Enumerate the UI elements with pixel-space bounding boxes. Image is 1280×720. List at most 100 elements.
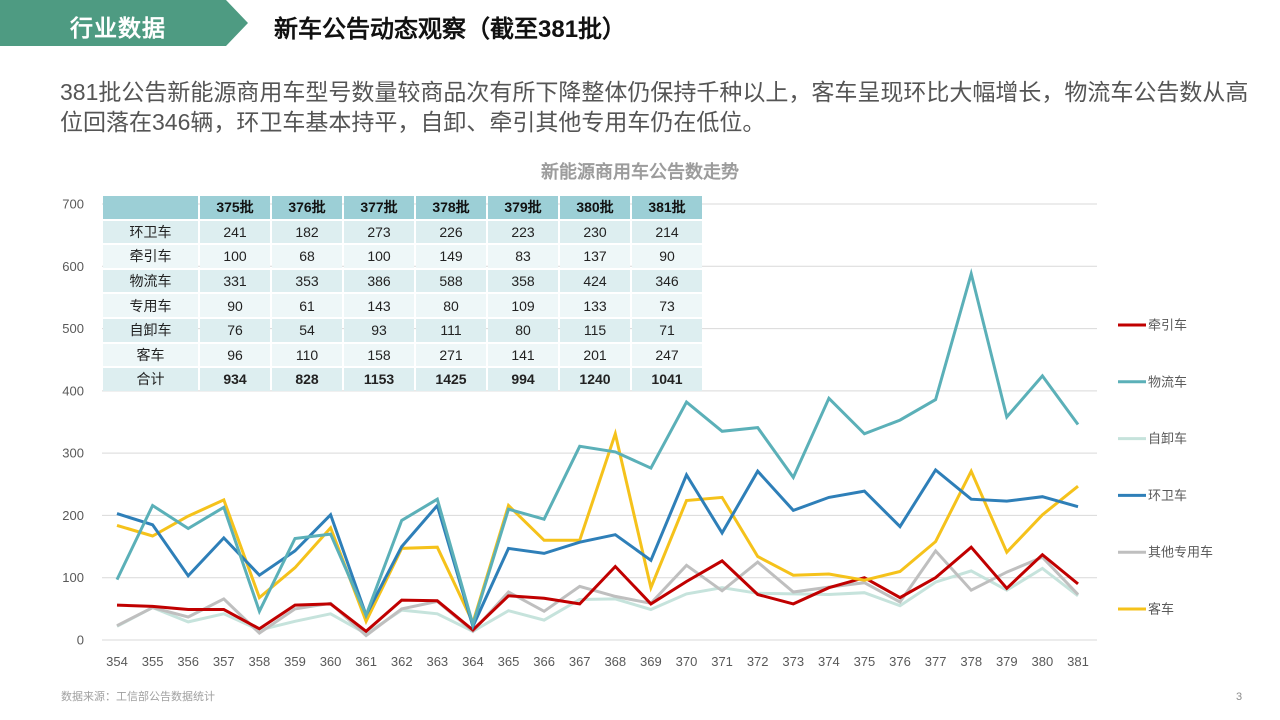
table-cell: 100 [200,245,270,268]
table-cell: 96 [200,343,270,367]
legend-label: 牵引车 [1148,318,1187,333]
table-cell: 1425 [416,368,486,391]
table-cell: 61 [272,294,342,317]
x-tick-label: 369 [640,654,662,669]
legend-label: 自卸车 [1148,431,1187,446]
series-line [116,548,1080,638]
x-tick-label: 378 [960,654,982,669]
section-tag: 行业数据 [0,0,248,46]
y-tick-label: 300 [62,446,84,461]
table-cell: 68 [272,245,342,268]
table-header-cell: 378批 [416,196,486,219]
x-tick-label: 374 [818,654,840,669]
legend-item: 其他专用车 [1118,545,1213,560]
table-total-row: 合计 934 828 1153 1425 994 1240 1041 [103,368,702,391]
table-cell: 1153 [344,368,414,391]
x-tick-label: 357 [213,654,235,669]
table-row: 专用车 90 61 143 80 109 133 73 [103,294,702,317]
table-cell: 226 [416,220,486,244]
table-row-label: 自卸车 [103,318,198,342]
table-cell: 143 [344,294,414,317]
x-tick-label: 367 [569,654,591,669]
legend-item: 客车 [1118,602,1174,617]
y-tick-label: 0 [77,633,84,648]
table-header-cell: 375批 [200,196,270,219]
table-cell: 141 [488,343,558,367]
y-axis-ticks: 0 100 200 300 400 500 600 700 [62,197,84,648]
x-tick-label: 371 [711,654,733,669]
table-corner-cell [103,196,198,219]
table-cell: 1240 [560,368,630,391]
series-line [116,428,1079,627]
x-tick-label: 361 [355,654,377,669]
legend-item: 牵引车 [1118,318,1187,333]
x-tick-label: 373 [782,654,804,669]
series-line [116,467,1079,631]
table-cell: 271 [416,343,486,367]
table-row-label: 物流车 [103,269,198,293]
table-cell: 100 [344,245,414,268]
table-cell: 137 [560,245,630,268]
table-cell: 934 [200,368,270,391]
table-cell: 828 [272,368,342,391]
y-tick-label: 200 [62,508,84,523]
legend-label: 其他专用车 [1148,545,1213,560]
section-tag-label: 行业数据 [70,15,166,41]
table-row: 环卫车 241 182 273 226 223 230 214 [103,220,702,244]
y-tick-label: 100 [62,570,84,585]
table-cell: 71 [632,318,702,342]
table-cell: 80 [488,318,558,342]
table-cell: 230 [560,220,630,244]
table-cell: 353 [272,269,342,293]
series-line [116,566,1079,636]
table-cell: 346 [632,269,702,293]
legend-item: 环卫车 [1118,488,1187,503]
table-cell: 386 [344,269,414,293]
table-cell: 149 [416,245,486,268]
table-cell: 90 [632,245,702,268]
y-tick-label: 700 [62,197,84,212]
table-cell: 54 [272,318,342,342]
x-tick-label: 354 [106,654,128,669]
table-cell: 111 [416,318,486,342]
series-line [116,545,1079,634]
table-cell: 73 [632,294,702,317]
table-cell: 182 [272,220,342,244]
x-tick-label: 370 [676,654,698,669]
table-header-cell: 376批 [272,196,342,219]
table-row: 牵引车 100 68 100 149 83 137 90 [103,245,702,268]
y-tick-label: 600 [62,259,84,274]
table-cell: 133 [560,294,630,317]
table-row-label: 合计 [103,368,198,391]
data-source: 数据来源：工信部公告数据统计 [61,691,215,703]
table-row-label: 环卫车 [103,220,198,244]
x-tick-label: 376 [889,654,911,669]
data-table: 375批 376批 377批 378批 379批 380批 381批 环卫车 24… [101,194,704,393]
x-tick-label: 377 [925,654,947,669]
chart-title: 新能源商用车公告数走势 [541,162,739,182]
x-tick-label: 356 [177,654,199,669]
table-cell: 424 [560,269,630,293]
table-cell: 241 [200,220,270,244]
table-header-row: 375批 376批 377批 378批 379批 380批 381批 [103,196,702,219]
table-cell: 76 [200,318,270,342]
y-tick-label: 500 [62,321,84,336]
table-header-cell: 380批 [560,196,630,219]
x-tick-label: 363 [426,654,448,669]
table-cell: 223 [488,220,558,244]
table-cell: 358 [488,269,558,293]
table-cell: 110 [272,343,342,367]
table-cell: 331 [200,269,270,293]
y-tick-label: 400 [62,383,84,398]
x-tick-label: 365 [498,654,520,669]
table-cell: 115 [560,318,630,342]
table-row-label: 专用车 [103,294,198,317]
legend-label: 环卫车 [1148,488,1187,503]
table-cell: 588 [416,269,486,293]
x-tick-label: 375 [854,654,876,669]
table-row: 自卸车 76 54 93 111 80 115 71 [103,318,702,342]
x-tick-label: 366 [533,654,555,669]
table-cell: 80 [416,294,486,317]
x-tick-label: 364 [462,654,484,669]
